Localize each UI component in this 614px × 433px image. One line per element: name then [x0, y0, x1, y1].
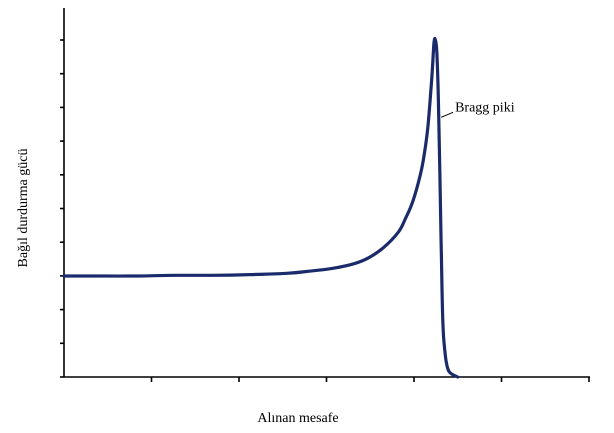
x-axis-label: Alınan mesafe	[257, 411, 338, 426]
annotation-leader	[440, 111, 454, 118]
series-line	[62, 36, 460, 379]
tick-marks	[60, 39, 590, 382]
annotation-bragg-peak: Bragg piki	[455, 100, 515, 115]
y-axis-label: Bağıl durdurma gücü	[16, 149, 31, 268]
